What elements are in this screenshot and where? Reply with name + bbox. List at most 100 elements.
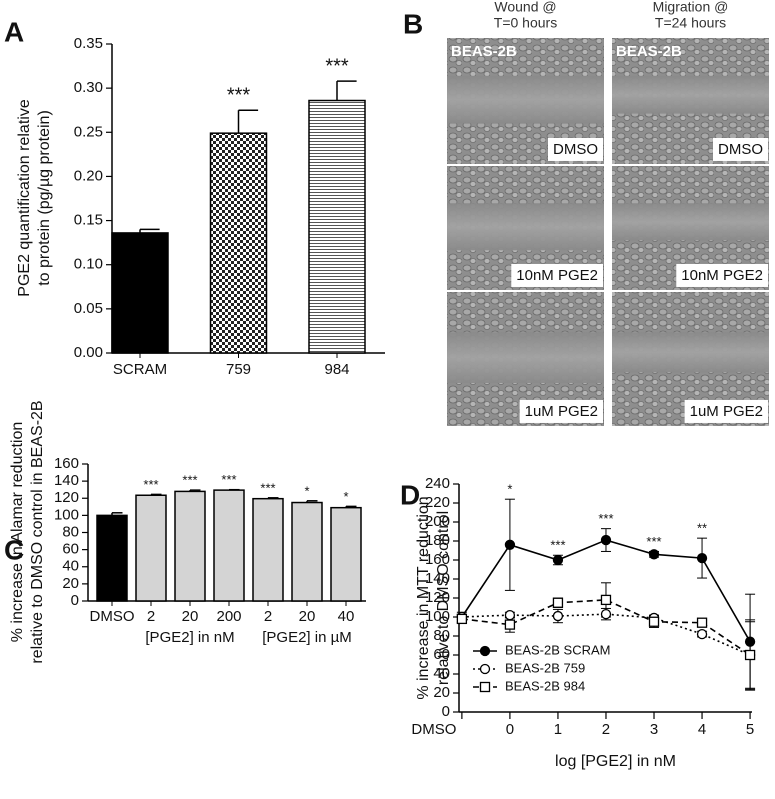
significance: *** [227,84,251,106]
x-tick-label: 20 [299,608,316,625]
bar [291,501,323,602]
y-tick-label: 80 [62,523,79,540]
y-tick-label: 100 [54,506,79,523]
y-tick-label: 140 [54,472,79,489]
treatment-label: 10nM PGE2 [681,267,763,284]
label-box [713,137,768,161]
significance: *** [598,511,613,526]
y-tick-label: 240 [425,475,450,492]
significance: *** [143,477,158,492]
x-tick-label: 0 [506,721,514,738]
label-box [548,137,603,161]
treatment-label: 1uM PGE2 [525,403,598,420]
label-box [519,399,603,423]
x-tick-label: 5 [746,721,754,738]
bar [174,490,206,602]
x-tick-label: 200 [216,608,241,625]
marker [600,534,612,546]
x-tick-label: DMSO [90,608,135,625]
legend-marker [479,663,491,675]
wound-area [447,203,604,251]
label-box [684,399,768,423]
column-header: T=0 hours [494,15,557,31]
marker [600,594,612,606]
x-tick-label: SCRAM [113,361,167,378]
column-header: T=24 hours [655,15,726,31]
y-tick-label: 200 [425,513,450,530]
y-axis-label: PGE2 quantification relative [16,99,33,297]
group-label: [PGE2] in µM [262,629,352,646]
y-axis-label: % increase in Alamar reduction [9,422,26,643]
legend-label: BEAS-2B 759 [505,660,585,675]
bar [330,506,362,602]
label-box [676,263,768,287]
wound-area [447,332,604,384]
marker [696,617,708,628]
y-tick-label: 100 [425,608,450,625]
marker [744,636,756,647]
y-tick-label: 220 [425,494,450,511]
x-tick-label: 759 [226,361,251,378]
y-tick-label: 180 [425,532,450,549]
y-tick-label: 160 [425,551,450,568]
bar [111,232,169,354]
marker [744,649,756,661]
panel-letter: B [403,8,423,39]
marker [648,616,660,627]
y-tick-label: 0 [71,592,79,609]
treatment-label: 10nM PGE2 [516,267,598,284]
column-header: Wound @ [494,0,556,15]
bar [135,494,167,602]
significance: *** [221,472,236,487]
y-tick-label: 0.20 [74,167,103,184]
x-tick-label: DMSO [411,721,456,738]
legend-label: BEAS-2B 984 [505,678,585,693]
marker [504,539,516,550]
panel-letter: D [400,479,420,510]
y-tick-label: 80 [433,627,450,644]
y-tick-label: 120 [425,589,450,606]
y-tick-label: 20 [433,684,450,701]
wound-area [447,75,604,124]
group-label: [PGE2] in nM [145,629,234,646]
y-tick-label: 0.35 [74,35,103,52]
y-tick-label: 20 [62,575,79,592]
x-axis-label: log [PGE2] in nM [555,753,676,770]
label-box [511,263,603,287]
significance: *** [550,538,565,553]
significance: * [304,483,309,498]
x-tick-label: 2 [602,721,610,738]
y-tick-label: 40 [433,665,450,682]
x-tick-label: 4 [698,721,706,738]
marker [552,597,564,608]
significance: *** [182,473,197,488]
y-axis-label: relative to DMSO control [435,511,452,685]
y-tick-label: 0.00 [74,344,103,361]
x-tick-label: 3 [650,721,658,738]
marker [600,609,612,620]
wound-area [612,75,769,114]
panel-letter: C [4,534,24,565]
marker [456,613,468,625]
y-tick-label: 0.30 [74,79,103,96]
significance: ** [697,521,707,536]
bar [96,514,128,602]
column-header: Migration @ [653,0,729,15]
wound-area [612,203,769,241]
y-tick-label: 0.25 [74,123,103,140]
cell-line-label: BEAS-2B [451,43,517,60]
y-tick-label: 60 [433,646,450,663]
significance: *** [260,480,275,495]
marker [504,609,516,621]
y-tick-label: 120 [54,489,79,506]
x-tick-label: 20 [182,608,199,625]
y-tick-label: 160 [54,455,79,472]
legend-label: BEAS-2B SCRAM [505,642,610,657]
marker [504,619,516,630]
x-tick-label: 2 [147,608,155,625]
y-axis-label: % increase in MTT reduction [415,496,432,699]
marker [552,610,564,622]
legend-marker [479,681,491,693]
wound-area [612,332,769,373]
